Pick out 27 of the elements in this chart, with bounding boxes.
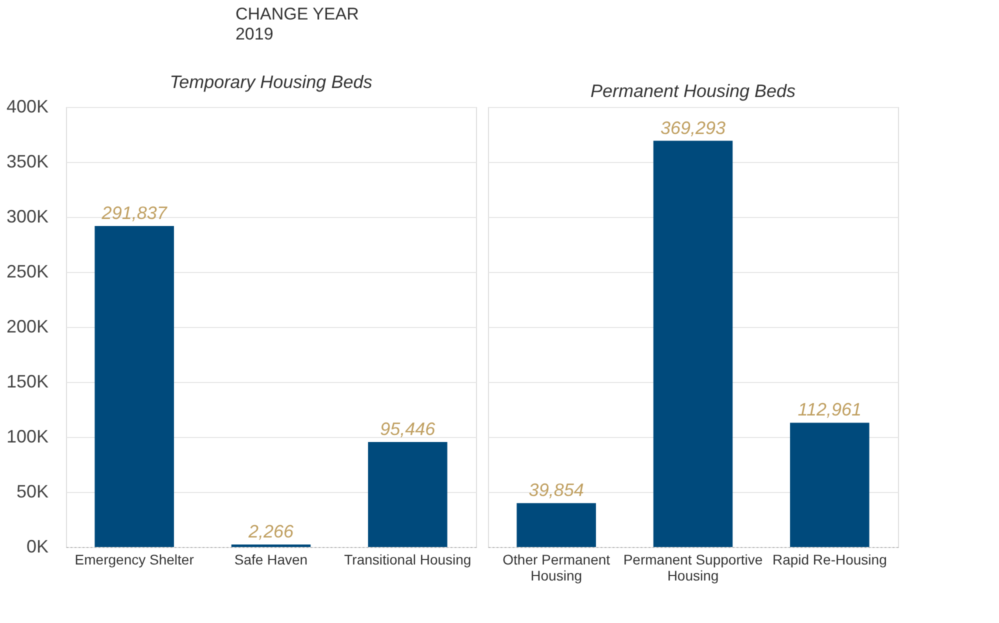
data-label: 112,961 <box>798 400 862 420</box>
y-tick-label: 400K <box>6 96 48 116</box>
x-tick-label: Transitional Housing <box>344 552 472 568</box>
y-tick-label: 150K <box>6 372 48 392</box>
y-tick-label: 250K <box>6 262 48 282</box>
x-tick-label: Other Permanent Housing <box>502 552 610 584</box>
y-tick-label: 300K <box>6 206 48 226</box>
data-label: 291,837 <box>100 202 168 223</box>
x-tick-label: Rapid Re-Housing <box>772 552 887 568</box>
x-tick-label: Safe Haven <box>234 552 308 568</box>
data-label: 2,266 <box>247 522 295 542</box>
bar <box>368 442 448 547</box>
data-label: 369,293 <box>660 118 726 138</box>
bar <box>94 226 174 547</box>
data-label: 39,854 <box>528 480 584 500</box>
chart-title: Permanent Housing Beds <box>590 81 796 101</box>
y-tick-label: 50K <box>16 482 48 502</box>
x-tick-label: Emergency Shelter <box>74 552 194 568</box>
y-tick-label: 200K <box>6 316 48 336</box>
x-tick-label: Permanent Supportive Housing <box>623 552 763 584</box>
text: 2019 <box>235 24 274 44</box>
y-tick-label: 0K <box>26 536 48 556</box>
text: CHANGE YEAR <box>235 4 359 24</box>
y-tick-label: 350K <box>6 152 48 172</box>
data-label: 95,446 <box>380 419 436 440</box>
y-tick-label: 100K <box>6 426 48 446</box>
chart-title: Temporary Housing Beds <box>170 72 372 92</box>
